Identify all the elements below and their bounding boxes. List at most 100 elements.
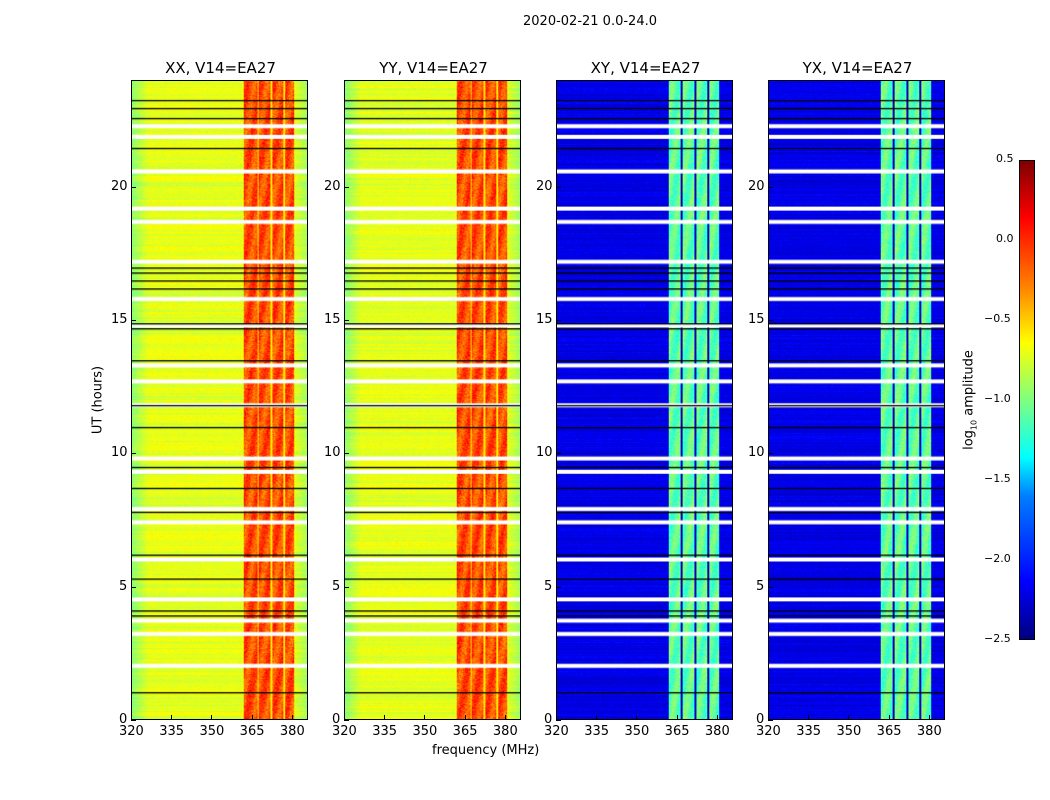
colorbar <box>1019 160 1035 640</box>
heatmap-panel: YX, V14=EA27 <box>768 59 945 720</box>
panel-title: YY, V14=EA27 <box>379 59 488 77</box>
x-tick <box>888 715 890 720</box>
y-tick <box>131 186 136 188</box>
x-tick <box>424 715 426 720</box>
x-tick <box>171 715 173 720</box>
y-tick-label: 10 <box>536 445 553 461</box>
x-axis-label: frequency (MHz) <box>432 743 540 758</box>
x-tick <box>504 715 506 720</box>
x-tick <box>848 715 850 720</box>
y-tick <box>556 320 561 321</box>
x-tick-label: 380 <box>492 724 518 739</box>
y-tick <box>768 186 773 188</box>
y-tick <box>344 453 349 455</box>
x-tick <box>928 715 930 720</box>
x-tick <box>596 715 598 720</box>
x-tick-label: 350 <box>412 724 438 739</box>
y-tick-label: 10 <box>111 445 128 461</box>
y-tick <box>344 320 349 321</box>
y-tick-label: 5 <box>119 578 128 594</box>
x-tick-label: 365 <box>239 724 265 739</box>
x-tick <box>464 715 466 720</box>
y-tick <box>768 720 773 721</box>
x-tick <box>676 715 678 720</box>
y-tick <box>131 586 136 588</box>
colorbar-tick-label: −1.0 <box>984 392 1011 405</box>
y-tick-label: 20 <box>536 178 553 194</box>
heatmap-image <box>557 81 732 719</box>
x-tick <box>768 715 769 720</box>
y-tick <box>768 453 773 455</box>
x-tick-label: 365 <box>452 724 478 739</box>
heatmap-panel: XY, V14=EA27 <box>556 59 733 720</box>
y-tick-label: 0 <box>119 712 128 727</box>
x-tick-label: 335 <box>796 724 822 739</box>
y-tick-label: 15 <box>324 312 341 327</box>
colorbar-tick-label: −2.0 <box>984 552 1011 565</box>
y-tick <box>556 720 561 721</box>
x-tick <box>251 715 253 720</box>
y-tick <box>344 586 349 588</box>
x-tick-label: 365 <box>876 724 902 739</box>
y-tick-label: 15 <box>111 312 128 327</box>
panel-title: XX, V14=EA27 <box>165 59 276 77</box>
heatmap-panel: XX, V14=EA27 <box>131 59 308 720</box>
x-tick <box>808 715 810 720</box>
colorbar-tick-label: 0.5 <box>996 152 1014 165</box>
heatmap-image <box>769 81 944 719</box>
x-tick-label: 380 <box>704 724 730 739</box>
y-tick <box>768 586 773 588</box>
x-tick-label: 380 <box>279 724 305 739</box>
x-tick-label: 320 <box>119 724 144 739</box>
y-tick-label: 5 <box>756 578 765 594</box>
heatmap-image <box>345 81 520 719</box>
panel-title: YX, V14=EA27 <box>802 59 913 77</box>
y-tick-label: 20 <box>111 178 128 194</box>
x-tick <box>211 715 213 720</box>
y-tick-label: 15 <box>748 312 765 327</box>
x-tick <box>636 715 638 720</box>
x-tick <box>716 715 718 720</box>
colorbar-tick-label: −0.5 <box>984 312 1011 325</box>
colorbar-tick-label: 0.0 <box>996 232 1014 245</box>
x-tick-label: 350 <box>624 724 650 739</box>
x-tick-label: 320 <box>756 724 781 739</box>
y-tick <box>556 186 561 188</box>
x-tick <box>556 715 557 720</box>
x-tick <box>131 715 132 720</box>
y-tick <box>768 320 773 321</box>
x-tick-label: 335 <box>372 724 398 739</box>
x-tick <box>384 715 386 720</box>
y-tick-label: 5 <box>544 578 553 594</box>
panel-title: XY, V14=EA27 <box>590 59 701 77</box>
y-tick-label: 0 <box>756 712 765 727</box>
colorbar-tick-label: −2.5 <box>984 632 1011 645</box>
x-tick-label: 380 <box>916 724 942 739</box>
y-tick <box>344 720 349 721</box>
y-tick-label: 5 <box>332 578 341 594</box>
colorbar-tick-label: −1.5 <box>984 472 1011 485</box>
figure-title: 2020-02-21 0.0-24.0 <box>523 14 657 29</box>
x-tick-label: 350 <box>836 724 862 739</box>
x-tick-label: 350 <box>199 724 225 739</box>
x-tick-label: 320 <box>544 724 569 739</box>
x-tick <box>291 715 293 720</box>
y-tick <box>556 453 561 455</box>
y-tick-label: 15 <box>536 312 553 327</box>
y-tick-label: 20 <box>748 178 765 194</box>
x-tick-label: 365 <box>664 724 690 739</box>
y-axis-label: UT (hours) <box>90 365 106 435</box>
y-tick-label: 20 <box>324 178 341 194</box>
x-tick-label: 320 <box>332 724 357 739</box>
y-tick-label: 0 <box>544 712 553 727</box>
y-tick-label: 10 <box>748 445 765 461</box>
heatmap-image <box>132 81 307 719</box>
colorbar-label: log10 amplitude <box>961 350 979 450</box>
x-tick-label: 335 <box>584 724 610 739</box>
y-tick <box>131 720 136 721</box>
y-tick <box>131 453 136 455</box>
y-tick <box>344 186 349 188</box>
y-tick-label: 10 <box>324 445 341 461</box>
x-tick <box>344 715 345 720</box>
